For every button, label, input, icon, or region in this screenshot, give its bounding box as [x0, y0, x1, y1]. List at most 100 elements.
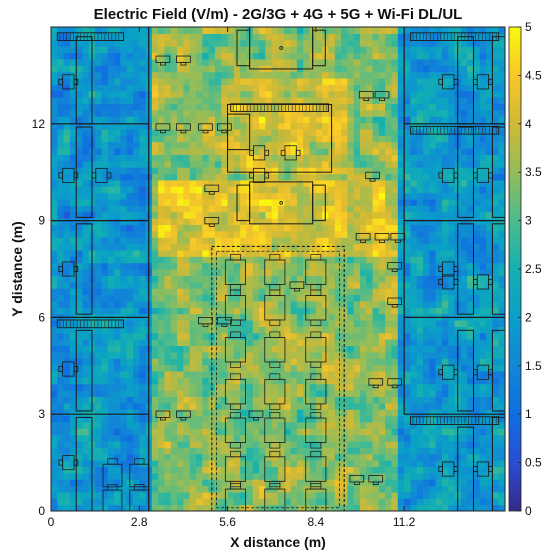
heatmap-cell [214, 243, 222, 251]
heatmap-cell [196, 230, 203, 238]
heatmap-cell [391, 122, 399, 130]
heatmap-cell [278, 173, 285, 181]
heatmap-cell [126, 460, 134, 468]
heatmap-cell [51, 339, 58, 347]
heatmap-cell [221, 300, 229, 308]
heatmap-cell [120, 84, 128, 92]
heatmap-cell [265, 434, 273, 442]
heatmap-cell [341, 218, 348, 226]
heatmap-cell [132, 485, 140, 493]
heatmap-cell [334, 307, 342, 315]
heatmap-cell [246, 262, 254, 270]
heatmap-cell [410, 326, 418, 334]
heatmap-cell [164, 211, 172, 219]
heatmap-cell [448, 116, 456, 124]
heatmap-cell [359, 383, 367, 391]
heatmap-cell [378, 447, 386, 455]
heatmap-cell [391, 428, 399, 436]
heatmap-cell [341, 415, 348, 423]
heatmap-cell [353, 33, 361, 41]
heatmap-cell [460, 402, 468, 410]
heatmap-cell [372, 402, 380, 410]
heatmap-cell [51, 230, 58, 238]
heatmap-cell [271, 90, 279, 98]
heatmap-cell [120, 154, 128, 162]
heatmap-cell [214, 428, 222, 436]
heatmap-cell [164, 192, 172, 200]
heatmap-cell [208, 141, 216, 149]
heatmap-cell [271, 77, 279, 85]
heatmap-cell [378, 256, 386, 264]
heatmap-cell [208, 453, 216, 461]
heatmap-cell [454, 409, 462, 417]
heatmap-cell [347, 383, 355, 391]
heatmap-cell [372, 319, 380, 327]
heatmap-cell [391, 262, 399, 270]
heatmap-cell [353, 498, 361, 506]
heatmap-cell [378, 319, 386, 327]
heatmap-cell [423, 71, 430, 79]
heatmap-cell [177, 504, 185, 511]
heatmap-cell [240, 332, 248, 340]
heatmap-cell [385, 262, 393, 270]
heatmap-cell [347, 192, 355, 200]
heatmap-cell [221, 160, 229, 168]
heatmap-cell [233, 237, 241, 245]
heatmap-cell [322, 319, 330, 327]
heatmap-cell [423, 262, 430, 270]
heatmap-cell [69, 224, 77, 232]
heatmap-cell [227, 135, 235, 143]
heatmap-cell [416, 288, 424, 296]
heatmap-cell [246, 275, 254, 283]
heatmap-cell [95, 135, 103, 143]
heatmap-cell [334, 39, 342, 47]
heatmap-cell [460, 479, 468, 487]
heatmap-cell [265, 294, 273, 302]
heatmap-cell [132, 504, 140, 511]
heatmap-cell [423, 440, 430, 448]
heatmap-cell [170, 294, 178, 302]
heatmap-cell [76, 358, 84, 366]
heatmap-cell [347, 135, 355, 143]
heatmap-cell [435, 135, 443, 143]
heatmap-cell [196, 33, 203, 41]
heatmap-cell [95, 485, 103, 493]
heatmap-cell [448, 288, 456, 296]
heatmap-cell [290, 491, 298, 499]
heatmap-cell [57, 46, 65, 54]
heatmap-cell [51, 294, 58, 302]
heatmap-cell [366, 498, 374, 506]
heatmap-cell [265, 390, 273, 397]
heatmap-cell [120, 103, 128, 111]
heatmap-cell [416, 421, 424, 429]
heatmap-cell [328, 402, 336, 410]
heatmap-cell [372, 218, 380, 226]
heatmap-cell [423, 319, 430, 327]
heatmap-cell [378, 288, 386, 296]
heatmap-cell [385, 141, 393, 149]
heatmap-cell [69, 332, 77, 340]
heatmap-cell [385, 358, 393, 366]
heatmap-cell [265, 211, 273, 219]
heatmap-cell [208, 224, 216, 232]
heatmap-cell [114, 103, 121, 111]
heatmap-cell [303, 326, 311, 334]
heatmap-cell [385, 249, 393, 257]
heatmap-cell [265, 205, 273, 213]
heatmap-cell [416, 237, 424, 245]
heatmap-cell [139, 453, 147, 461]
heatmap-cell [328, 440, 336, 448]
heatmap-cell [366, 491, 374, 499]
heatmap-cell [334, 141, 342, 149]
heatmap-cell [57, 103, 65, 111]
heatmap-cell [372, 116, 380, 124]
heatmap-cell [63, 351, 71, 359]
heatmap-cell [164, 440, 172, 448]
heatmap-cell [359, 77, 367, 85]
heatmap-cell [391, 396, 399, 404]
heatmap-cell [416, 211, 424, 219]
heatmap-cell [107, 90, 115, 98]
heatmap-cell [164, 498, 172, 506]
heatmap-cell [189, 65, 197, 73]
heatmap-cell [385, 415, 393, 423]
